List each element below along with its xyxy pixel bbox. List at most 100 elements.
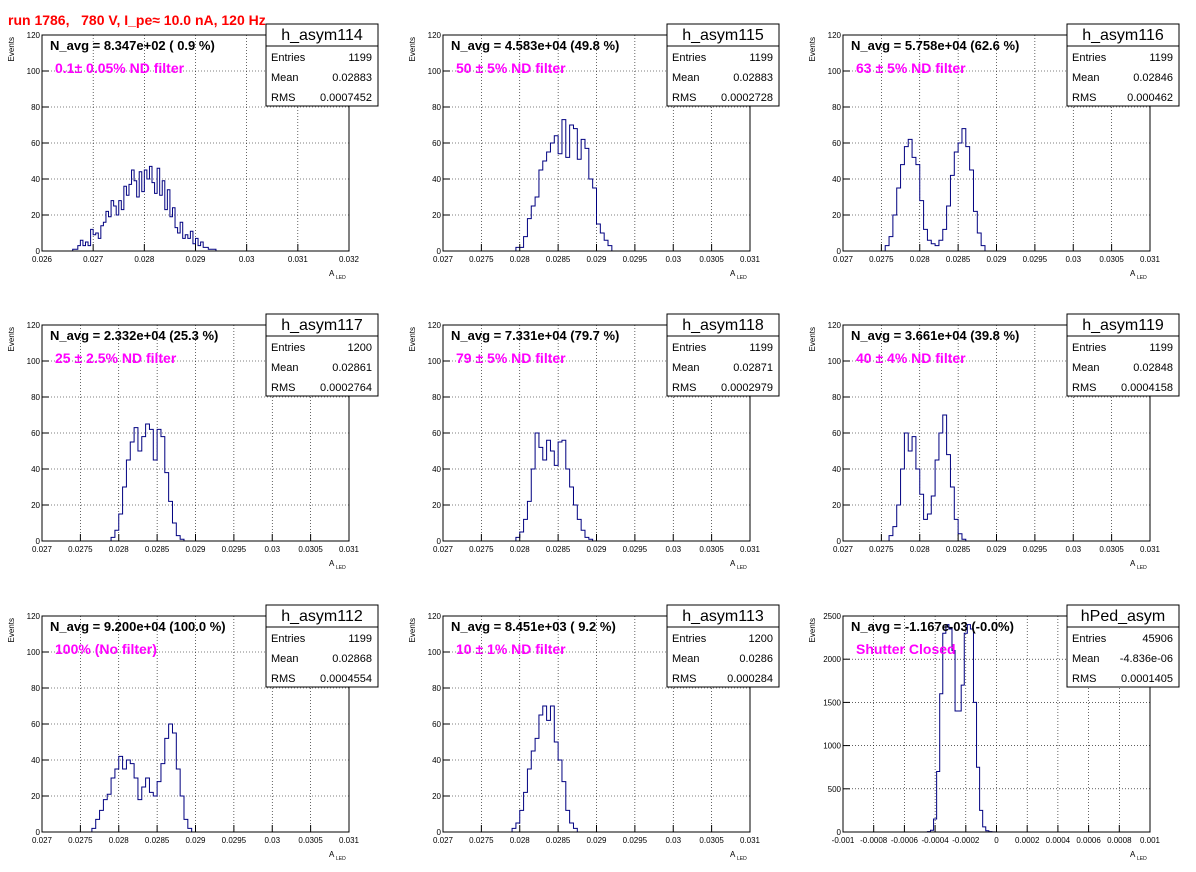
y-tick-label: 20 <box>432 211 441 220</box>
histogram-name: h_asym112 <box>281 608 363 625</box>
x-axis-label-subscript: LED <box>336 856 346 862</box>
histogram-bin <box>573 129 577 251</box>
histogram-bin <box>964 633 967 832</box>
x-tick-label: 0.03 <box>665 255 681 264</box>
histogram-bin <box>516 537 520 541</box>
histogram-bin <box>144 170 147 251</box>
y-tick-label: 100 <box>27 67 41 76</box>
histogram-bin <box>119 514 123 541</box>
y-tick-label: 100 <box>428 357 442 366</box>
histogram-bin <box>970 170 974 251</box>
histogram-bin <box>535 738 539 832</box>
stats-label: Mean <box>271 362 299 374</box>
histogram-bin <box>134 778 138 832</box>
x-tick-label: 0.0305 <box>699 836 724 845</box>
histogram-line <box>926 624 996 833</box>
x-tick-label: 0.0305 <box>699 545 724 554</box>
histogram-bin <box>172 523 176 541</box>
histogram-bin <box>608 246 612 251</box>
x-tick-label: 0.027 <box>433 836 454 845</box>
histogram-bin <box>176 769 180 832</box>
y-tick-label: 100 <box>27 357 41 366</box>
x-tick-label: 0.0002 <box>1015 836 1040 845</box>
y-tick-label: 20 <box>31 211 40 220</box>
y-tick-label: 80 <box>432 393 441 402</box>
histogram-bin <box>512 828 516 832</box>
y-tick-label: 40 <box>832 175 841 184</box>
histogram-bin <box>585 537 589 541</box>
y-tick-label: 120 <box>828 321 842 330</box>
x-tick-label: 0.029 <box>586 255 607 264</box>
histogram-bin <box>123 769 127 832</box>
x-axis-label: A <box>1130 269 1136 278</box>
y-axis-label: Events <box>408 618 417 642</box>
y-tick-label: 80 <box>31 393 40 402</box>
filter-annotation: 100% (No filter) <box>55 641 157 657</box>
histogram-bin <box>604 240 608 251</box>
histogram-bin <box>543 460 547 541</box>
histogram-bin <box>180 222 183 251</box>
histogram-bin <box>966 147 970 251</box>
stats-value: 1200 <box>348 342 372 354</box>
x-tick-label: 0.028 <box>510 255 531 264</box>
stats-label: Mean <box>271 72 299 84</box>
x-tick-label: 0.0285 <box>946 255 971 264</box>
histogram-bin <box>924 519 928 541</box>
histogram-bin <box>134 428 138 541</box>
x-tick-label: 0.028 <box>510 836 531 845</box>
stats-label: Mean <box>1072 362 1100 374</box>
histogram-bin <box>566 810 570 832</box>
y-tick-label: 20 <box>832 501 841 510</box>
histogram-bin <box>114 206 117 251</box>
y-tick-label: 40 <box>31 465 40 474</box>
histogram-bin <box>547 440 551 541</box>
histogram-bin <box>897 505 901 541</box>
histogram-bin <box>175 228 178 251</box>
stats-label: Mean <box>1072 653 1100 665</box>
histogram-bin <box>920 494 924 541</box>
histogram-bin <box>185 235 188 251</box>
histogram-bin <box>161 764 165 832</box>
histogram-bin <box>516 247 520 251</box>
x-axis-label: A <box>329 559 335 568</box>
histogram-line <box>72 165 224 252</box>
x-tick-label: 0.026 <box>32 255 53 264</box>
x-axis-label-subscript: LED <box>336 275 346 281</box>
y-tick-label: 60 <box>31 720 40 729</box>
x-tick-label: 0.0305 <box>699 255 724 264</box>
y-tick-label: 120 <box>27 612 41 621</box>
histogram-bin <box>543 161 547 251</box>
x-tick-label: 0.001 <box>1140 836 1161 845</box>
stats-box <box>666 626 780 688</box>
y-tick-label: 2000 <box>823 655 841 664</box>
histogram-bin <box>165 738 169 832</box>
x-tick-label: 0.0275 <box>869 545 894 554</box>
stats-value: 0.02871 <box>733 362 773 374</box>
y-tick-label: 1000 <box>823 742 841 751</box>
histogram-bin <box>160 195 163 251</box>
navg-annotation: N_avg = -1.167e-03 (-0.0%) <box>851 619 1014 634</box>
histogram-bin <box>531 751 535 832</box>
x-tick-label: 0.028 <box>109 836 130 845</box>
y-tick-label: 60 <box>832 429 841 438</box>
histogram-bin <box>138 451 142 541</box>
histogram-bin <box>85 242 88 251</box>
histogram-bin <box>111 778 115 832</box>
y-tick-label: 100 <box>828 67 842 76</box>
stats-label: Mean <box>672 362 700 374</box>
x-tick-label: 0.028 <box>910 255 931 264</box>
stats-value: 1199 <box>348 633 372 645</box>
x-tick-label: 0.031 <box>740 255 761 264</box>
histogram-bin <box>157 429 161 541</box>
histogram-bin <box>162 181 165 251</box>
histogram-name: h_asym116 <box>1082 27 1164 44</box>
stats-label: RMS <box>271 382 295 394</box>
x-tick-label: -0.001 <box>832 836 855 845</box>
y-tick-label: 60 <box>832 139 841 148</box>
x-tick-label: -0.0002 <box>952 836 980 845</box>
stats-label: Entries <box>672 633 707 645</box>
histogram-bin <box>558 760 562 832</box>
x-tick-label: 0.03 <box>665 545 681 554</box>
stats-value: 0.0007452 <box>320 92 372 104</box>
